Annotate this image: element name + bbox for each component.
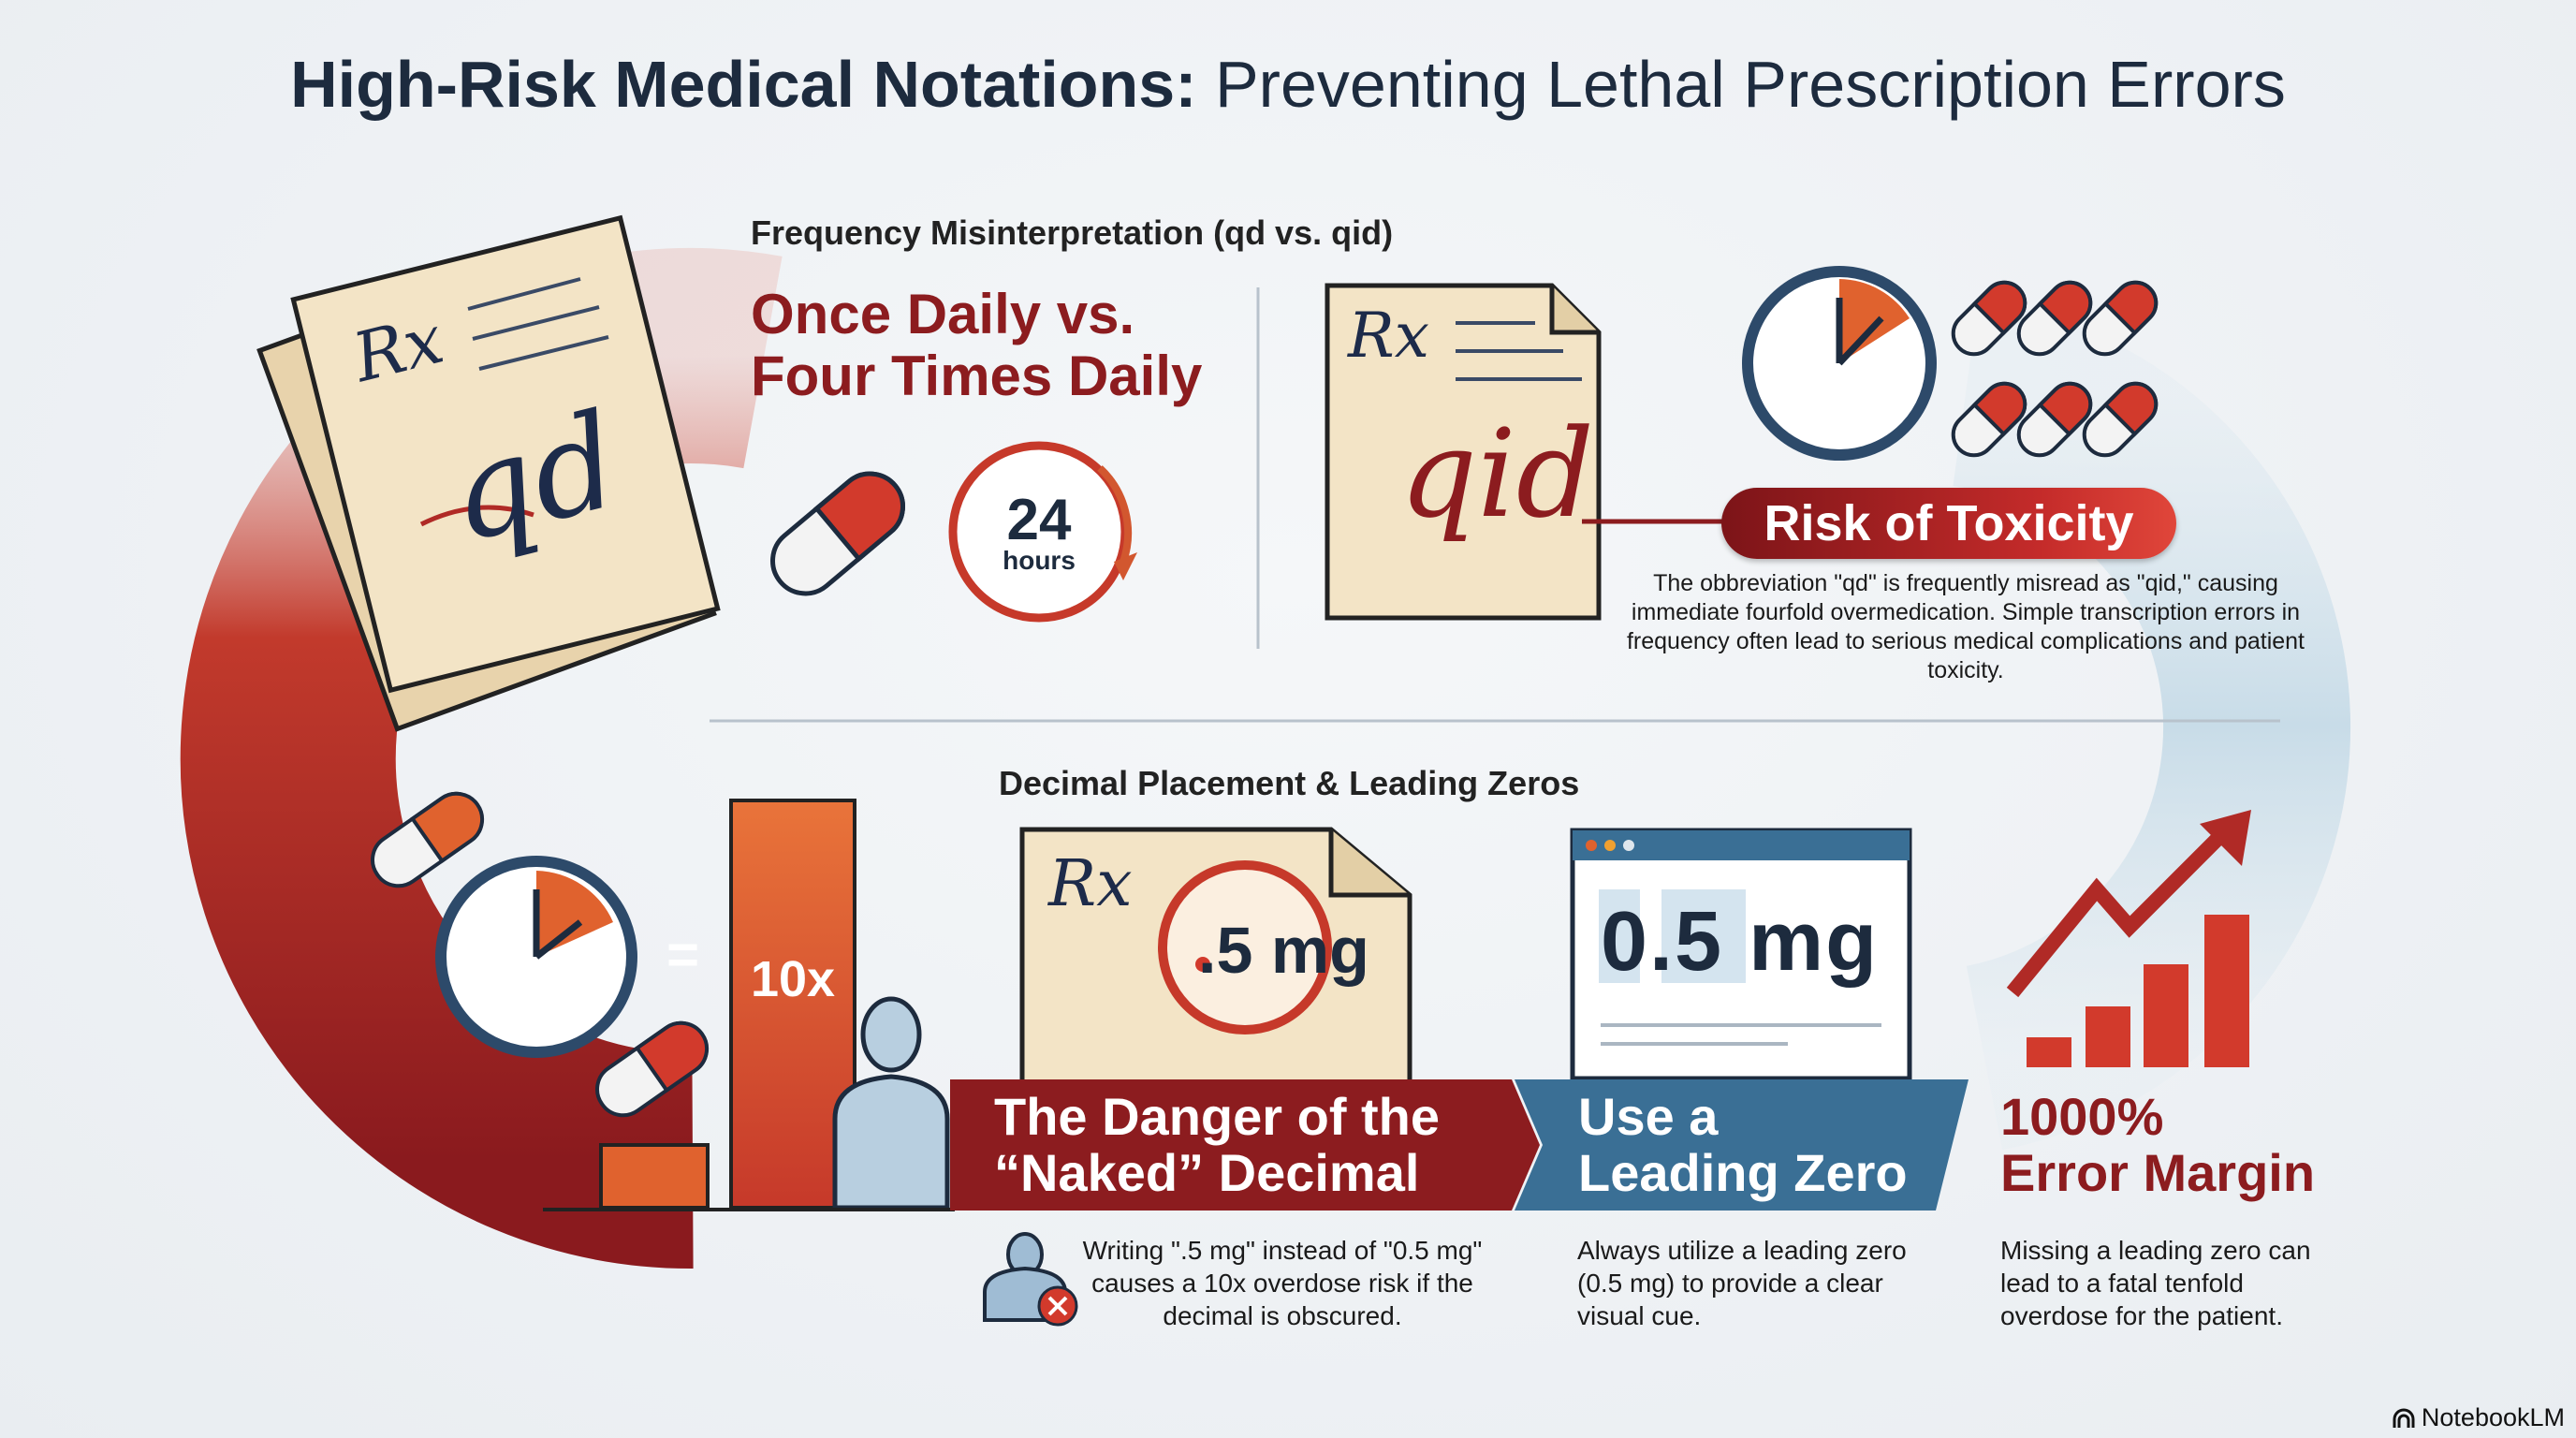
person-error-icon (983, 1232, 1078, 1327)
equals-sign: = (666, 923, 700, 986)
danger-title-line-1: The Danger of the (994, 1087, 1441, 1146)
pill-icon (2082, 280, 2159, 357)
danger-body: Writing ".5 mg" instead of "0.5 mg" caus… (1082, 1236, 1483, 1330)
error-margin-title: 1000% Error Margin (2000, 1089, 2315, 1201)
pill-icon-upper (371, 791, 485, 888)
growth-bar (2027, 1037, 2071, 1067)
headline-line-1: Once Daily vs. (751, 283, 1135, 345)
browser-window-icon (1570, 828, 1912, 1081)
frequency-section-label: Frequency Misinterpretation (qd vs. qid) (751, 213, 1394, 252)
growth-bar (2086, 1006, 2130, 1067)
pill-icon (2082, 381, 2159, 458)
decimal-section-label: Decimal Placement & Leading Zeros (999, 764, 1580, 802)
danger-title: The Danger of the “Naked” Decimal (994, 1089, 1440, 1201)
brand-label: NotebookLM (2421, 1403, 2565, 1431)
growth-bar (2144, 964, 2188, 1067)
risk-of-toxicity-label: Risk of Toxicity (1721, 488, 2176, 559)
clock-icon-bottom (435, 856, 637, 1058)
person-icon (832, 996, 950, 1211)
pill-icon-lower (595, 1020, 710, 1118)
trend-arrow-head-icon (2200, 810, 2251, 866)
growth-bar (2204, 915, 2249, 1067)
headline-line-2: Four Times Daily (751, 345, 1203, 407)
clock-unit: hours (1003, 546, 1076, 575)
pill-icon (2016, 381, 2093, 458)
margin-title-line-1: 1000% (2000, 1087, 2164, 1146)
rx-symbol-decimal: Rx (1048, 847, 1133, 921)
pill-icon (2016, 280, 2093, 357)
margin-title-line-2: Error Margin (2000, 1143, 2316, 1202)
danger-title-line-2: “Naked” Decimal (994, 1143, 1420, 1202)
notebooklm-logo-icon (2393, 1408, 2415, 1428)
leading-zero-body: Always utilize a leading zero (0.5 mg) t… (1577, 1236, 1907, 1330)
leading-zero-title: Use a Leading Zero (1578, 1089, 1908, 1201)
pills-group-icon (1951, 280, 2159, 458)
page-title: High-Risk Medical Notations: Preventing … (0, 47, 2576, 122)
leading-zero-arrow (1515, 1079, 1969, 1211)
rising-bar-chart-icon (2006, 810, 2251, 1067)
24-hour-clock-icon (948, 441, 1137, 623)
prescription-paper-qid-icon (1325, 283, 1727, 621)
pill-icon (1951, 381, 2027, 458)
prescription-paper-naked-decimal-icon (1019, 827, 1412, 1085)
danger-banner (950, 1079, 1540, 1211)
title-rest: Preventing Lethal Prescription Errors (1196, 48, 2286, 121)
prescription-paper-qd-icon (256, 214, 721, 732)
naked-dose-text: .5 mg (1198, 914, 1369, 987)
multiplier-label: 10x (750, 951, 836, 1007)
title-bold: High-Risk Medical Notations: (290, 48, 1197, 121)
trend-arrow-icon (2006, 828, 2229, 998)
frequency-headline: Once Daily vs. Four Times Daily (751, 284, 1202, 407)
qid-handwriting: qid (1399, 403, 1595, 545)
clock-icon (1742, 266, 1937, 461)
magnifier-highlight-icon (1158, 860, 1332, 1034)
pill-icon (1951, 280, 2027, 357)
leading-title-line-2: Leading Zero (1578, 1143, 1908, 1202)
risk-description: The obbreviation "qd" is frequently misr… (1626, 570, 2305, 683)
small-bar (599, 1143, 710, 1210)
leading-dose-text: 0.5 mg (1601, 895, 1880, 989)
error-margin-body: Missing a leading zero can lead to a fat… (2000, 1236, 2311, 1330)
notebooklm-brand: NotebookLM (2392, 1403, 2565, 1432)
clock-number: 24 (1006, 488, 1072, 552)
rx-symbol-qid: Rx (1348, 300, 1429, 372)
capsule-pill-icon (770, 471, 905, 596)
leading-title-line-1: Use a (1578, 1087, 1719, 1146)
